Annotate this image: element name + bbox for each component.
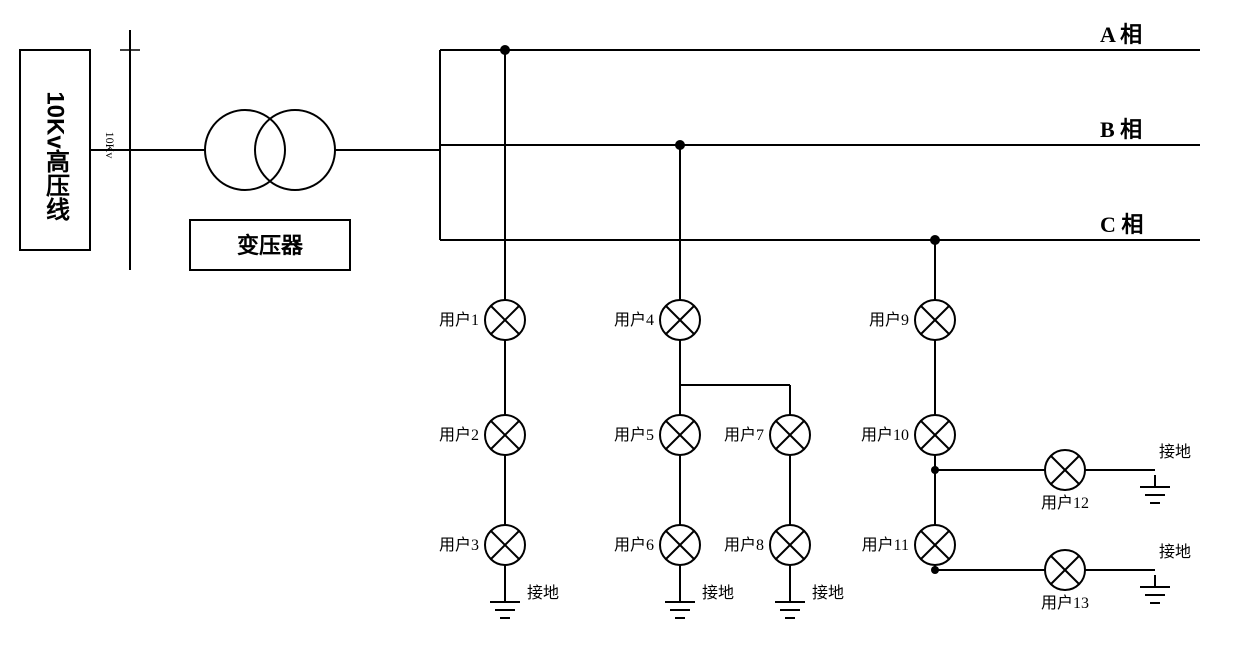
- label-u10: 用户10: [861, 426, 909, 444]
- label-u3: 用户3: [439, 536, 479, 554]
- ground-g-c12: [1140, 487, 1170, 503]
- meter-u4: [660, 300, 700, 340]
- phase-c-label: C 相: [1100, 212, 1143, 237]
- meter-u13: [1045, 550, 1085, 590]
- meter-u6: [660, 525, 700, 565]
- ground-g-b2: [775, 602, 805, 618]
- meter-u12: [1045, 450, 1085, 490]
- transformer-label: 变压器: [237, 233, 304, 258]
- label-u1: 用户1: [439, 311, 479, 329]
- label-u12: 用户12: [1041, 494, 1089, 512]
- meter-u3: [485, 525, 525, 565]
- label-u2: 用户2: [439, 426, 479, 444]
- label-u4: 用户4: [614, 311, 654, 329]
- label-u6: 用户6: [614, 536, 654, 554]
- label-u8: 用户8: [724, 536, 764, 554]
- label-u13: 用户13: [1041, 594, 1089, 612]
- label-u5: 用户5: [614, 426, 654, 444]
- label-u11: 用户11: [862, 536, 909, 554]
- ground-label-g-c12: 接地: [1159, 443, 1191, 461]
- ground-g-a: [490, 602, 520, 618]
- transformer-secondary: [255, 110, 335, 190]
- phase-b-label: B 相: [1100, 117, 1142, 142]
- meter-u5: [660, 415, 700, 455]
- hv-voltage-label: 10Kv: [103, 132, 117, 159]
- meter-u7: [770, 415, 810, 455]
- ground-label-g-c13: 接地: [1159, 543, 1191, 561]
- meter-u8: [770, 525, 810, 565]
- label-u9: 用户9: [869, 311, 909, 329]
- meter-u2: [485, 415, 525, 455]
- meter-u1: [485, 300, 525, 340]
- phase-a-label: A 相: [1100, 22, 1142, 47]
- ground-label-g-b2: 接地: [812, 584, 844, 602]
- meter-u9: [915, 300, 955, 340]
- meter-u11: [915, 525, 955, 565]
- hv-source-label: 10Kv高压线: [42, 91, 70, 221]
- ground-label-g-b1: 接地: [702, 584, 734, 602]
- ground-g-c13: [1140, 587, 1170, 603]
- ground-g-b1: [665, 602, 695, 618]
- ground-label-g-a: 接地: [527, 584, 559, 602]
- transformer-primary: [205, 110, 285, 190]
- meter-u10: [915, 415, 955, 455]
- label-u7: 用户7: [724, 426, 764, 444]
